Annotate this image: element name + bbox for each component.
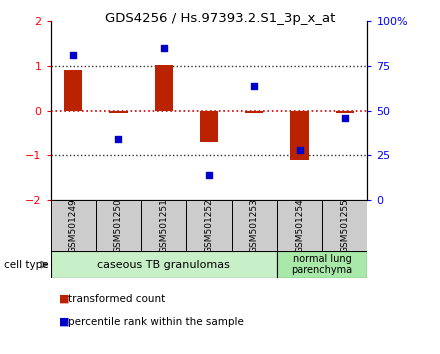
Text: GSM501255: GSM501255 <box>340 198 349 253</box>
Bar <box>200 110 218 142</box>
Bar <box>290 110 308 160</box>
Point <box>205 172 213 178</box>
Point <box>296 147 303 153</box>
Bar <box>322 200 367 251</box>
Point <box>115 136 122 142</box>
Bar <box>141 200 187 251</box>
Text: GSM501250: GSM501250 <box>114 198 123 253</box>
Point <box>251 83 258 88</box>
Point <box>341 115 348 121</box>
Bar <box>155 65 173 110</box>
Point <box>70 52 77 58</box>
Text: cell type: cell type <box>4 260 49 270</box>
Text: ■: ■ <box>59 294 70 304</box>
Text: normal lung
parenchyma: normal lung parenchyma <box>292 254 353 275</box>
Bar <box>64 70 82 110</box>
Point <box>160 45 167 51</box>
Bar <box>336 110 354 113</box>
Bar <box>51 251 277 278</box>
Text: percentile rank within the sample: percentile rank within the sample <box>68 317 244 327</box>
Text: GDS4256 / Hs.97393.2.S1_3p_x_at: GDS4256 / Hs.97393.2.S1_3p_x_at <box>105 12 335 25</box>
Bar <box>110 110 128 113</box>
Bar <box>231 200 277 251</box>
Bar <box>277 251 367 278</box>
Text: ■: ■ <box>59 317 70 327</box>
Text: GSM501252: GSM501252 <box>205 198 213 253</box>
Text: caseous TB granulomas: caseous TB granulomas <box>97 259 230 270</box>
Bar <box>277 200 322 251</box>
Text: GSM501251: GSM501251 <box>159 198 168 253</box>
Bar <box>245 110 263 113</box>
Bar <box>187 200 231 251</box>
Text: GSM501254: GSM501254 <box>295 198 304 253</box>
Text: GSM501249: GSM501249 <box>69 198 78 253</box>
Bar <box>96 200 141 251</box>
Bar <box>51 200 96 251</box>
Text: GSM501253: GSM501253 <box>250 198 259 253</box>
Text: transformed count: transformed count <box>68 294 165 304</box>
